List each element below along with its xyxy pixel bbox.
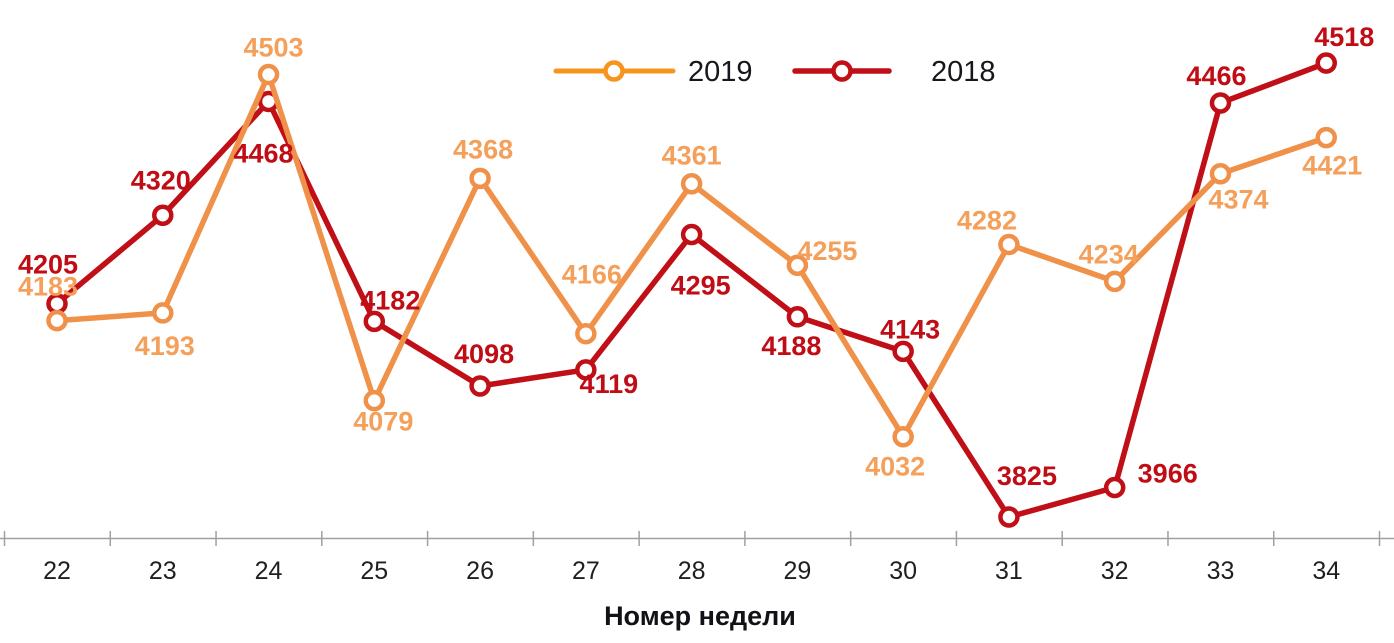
plot-area: 22 23 24 25 26 27 28 29 30 31 32 33 34 4205 4320 4468 41… <box>0 22 1394 585</box>
x-tick-label: 32 <box>1101 557 1129 585</box>
data-label-2019: 4032 <box>865 452 925 482</box>
data-point-marker-2018 <box>1315 52 1337 74</box>
x-tick-label: 24 <box>255 557 283 585</box>
data-label-2018: 4320 <box>131 165 191 195</box>
legend-item-2018: 2018 <box>792 56 996 88</box>
data-label-2019: 4503 <box>244 33 304 63</box>
data-point-marker-2018 <box>680 223 703 246</box>
data-point-marker-2019 <box>680 172 703 195</box>
data-point-marker-2019 <box>1103 270 1126 293</box>
data-label-2018: 4518 <box>1314 22 1374 52</box>
data-label-2019: 4255 <box>797 236 857 266</box>
data-point-marker-2019 <box>575 322 597 345</box>
data-label-2018: 4205 <box>18 250 78 280</box>
data-point-marker-2018 <box>1103 476 1126 499</box>
data-point-marker-2019 <box>786 254 809 276</box>
data-label-2019: 4234 <box>1079 239 1139 269</box>
data-label-2019: 4374 <box>1208 185 1268 215</box>
data-point-marker-2018 <box>892 340 914 363</box>
data-label-2019: 4183 <box>18 272 78 302</box>
data-point-marker-2019 <box>257 63 280 86</box>
x-tick-label: 33 <box>1207 557 1235 585</box>
data-point-marker-2019 <box>363 389 386 412</box>
x-tick-label: 31 <box>995 557 1023 585</box>
legend-label-2019: 2019 <box>688 56 753 88</box>
data-label-2018: 4468 <box>234 138 294 168</box>
data-label-2018: 3966 <box>1138 458 1198 488</box>
x-axis-title: Номер недели <box>604 601 796 631</box>
data-label-2018: 4188 <box>761 331 821 361</box>
x-tick-label: 23 <box>149 557 177 585</box>
legend-marker-2018-icon <box>831 60 853 82</box>
x-tick-label: 34 <box>1312 557 1340 585</box>
data-point-marker-2018 <box>363 310 386 333</box>
data-label-2018: 4119 <box>580 369 639 399</box>
data-label-2018: 4098 <box>454 339 514 369</box>
data-label-2019: 4361 <box>662 141 722 171</box>
data-label-2018: 4466 <box>1186 61 1246 91</box>
x-tick-label: 28 <box>678 557 706 585</box>
data-point-marker-2019 <box>152 302 174 324</box>
x-tick-label: 29 <box>783 557 811 585</box>
data-label-2019: 4368 <box>453 134 513 164</box>
data-label-2019: 4421 <box>1302 151 1362 181</box>
legend-item-2019: 2019 <box>553 56 753 88</box>
data-point-marker-2018 <box>152 204 174 227</box>
data-label-2019: 4166 <box>562 260 622 290</box>
data-point-marker-2018 <box>998 506 1020 528</box>
x-tick-label: 22 <box>43 557 71 585</box>
legend-marker-2019-icon <box>603 60 625 82</box>
legend: 2019 2018 <box>553 56 996 88</box>
data-point-marker-2019 <box>469 167 491 190</box>
data-label-2018: 3825 <box>997 461 1057 491</box>
x-tick-label: 26 <box>466 557 494 585</box>
data-label-2019: 4282 <box>957 205 1017 235</box>
data-point-marker-2019 <box>998 233 1020 256</box>
data-label-2019: 4079 <box>353 407 413 437</box>
x-tick-label: 25 <box>360 557 388 585</box>
data-point-marker-2019 <box>46 309 68 332</box>
x-tick-label: 30 <box>889 557 917 585</box>
x-tick-label: 27 <box>572 557 600 585</box>
data-point-marker-2019 <box>1315 126 1337 149</box>
data-point-marker-2018 <box>1209 92 1232 114</box>
data-label-2018: 4143 <box>880 314 940 344</box>
data-point-marker-2018 <box>786 306 809 328</box>
legend-label-2018: 2018 <box>931 56 996 88</box>
data-label-2018: 4295 <box>671 270 731 300</box>
data-point-marker-2018 <box>575 359 597 381</box>
data-point-marker-2019 <box>892 425 914 448</box>
data-label-2019: 4193 <box>135 331 195 361</box>
data-point-marker-2019 <box>1209 162 1232 185</box>
data-point-marker-2018 <box>469 375 491 397</box>
data-label-2018: 4182 <box>360 285 420 315</box>
